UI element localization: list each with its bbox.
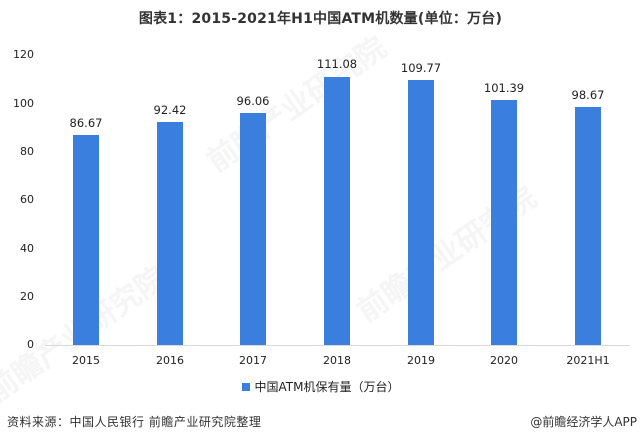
x-tick-label: 2020	[490, 354, 518, 367]
bar-2016	[157, 122, 183, 345]
credit-note: @前瞻经济学人APP	[530, 415, 637, 429]
chart-title: 图表1：2015-2021年H1中国ATM机数量(单位：万台)	[138, 11, 503, 27]
y-tick: 60	[20, 193, 34, 206]
y-tick: 80	[20, 145, 34, 158]
legend: 中国ATM机保有量（万台）	[0, 378, 641, 395]
x-tick-label: 2017	[239, 354, 267, 367]
value-label: 101.39	[483, 81, 525, 95]
bar-2015	[73, 135, 99, 345]
y-tick: 120	[13, 48, 34, 61]
bar-2021h1	[575, 107, 601, 345]
source-note: 资料来源：中国人民银行 前瞻产业研究院整理	[7, 415, 262, 429]
bar-2017	[240, 113, 266, 345]
x-tick-label: 2016	[156, 354, 184, 367]
x-axis-line	[45, 345, 630, 346]
bar-2020	[491, 100, 517, 345]
value-label: 109.77	[400, 61, 442, 75]
x-tick-label: 2021H1	[566, 354, 610, 367]
x-tick-label: 2018	[323, 354, 351, 367]
y-tick: 20	[20, 290, 34, 303]
value-label: 98.67	[571, 88, 605, 102]
y-tick: 0	[27, 338, 34, 351]
bar-2018	[324, 77, 350, 345]
x-tick-label: 2015	[72, 354, 100, 367]
y-tick: 40	[20, 242, 34, 255]
x-tick-label: 2019	[407, 354, 435, 367]
legend-label: 中国ATM机保有量（万台）	[254, 380, 400, 394]
y-tick: 100	[13, 97, 34, 110]
value-label: 86.67	[69, 116, 103, 130]
value-label: 92.42	[153, 103, 187, 117]
value-label: 96.06	[236, 94, 270, 108]
value-label: 111.08	[316, 57, 358, 71]
bar-2019	[408, 80, 434, 345]
legend-swatch	[241, 382, 250, 391]
